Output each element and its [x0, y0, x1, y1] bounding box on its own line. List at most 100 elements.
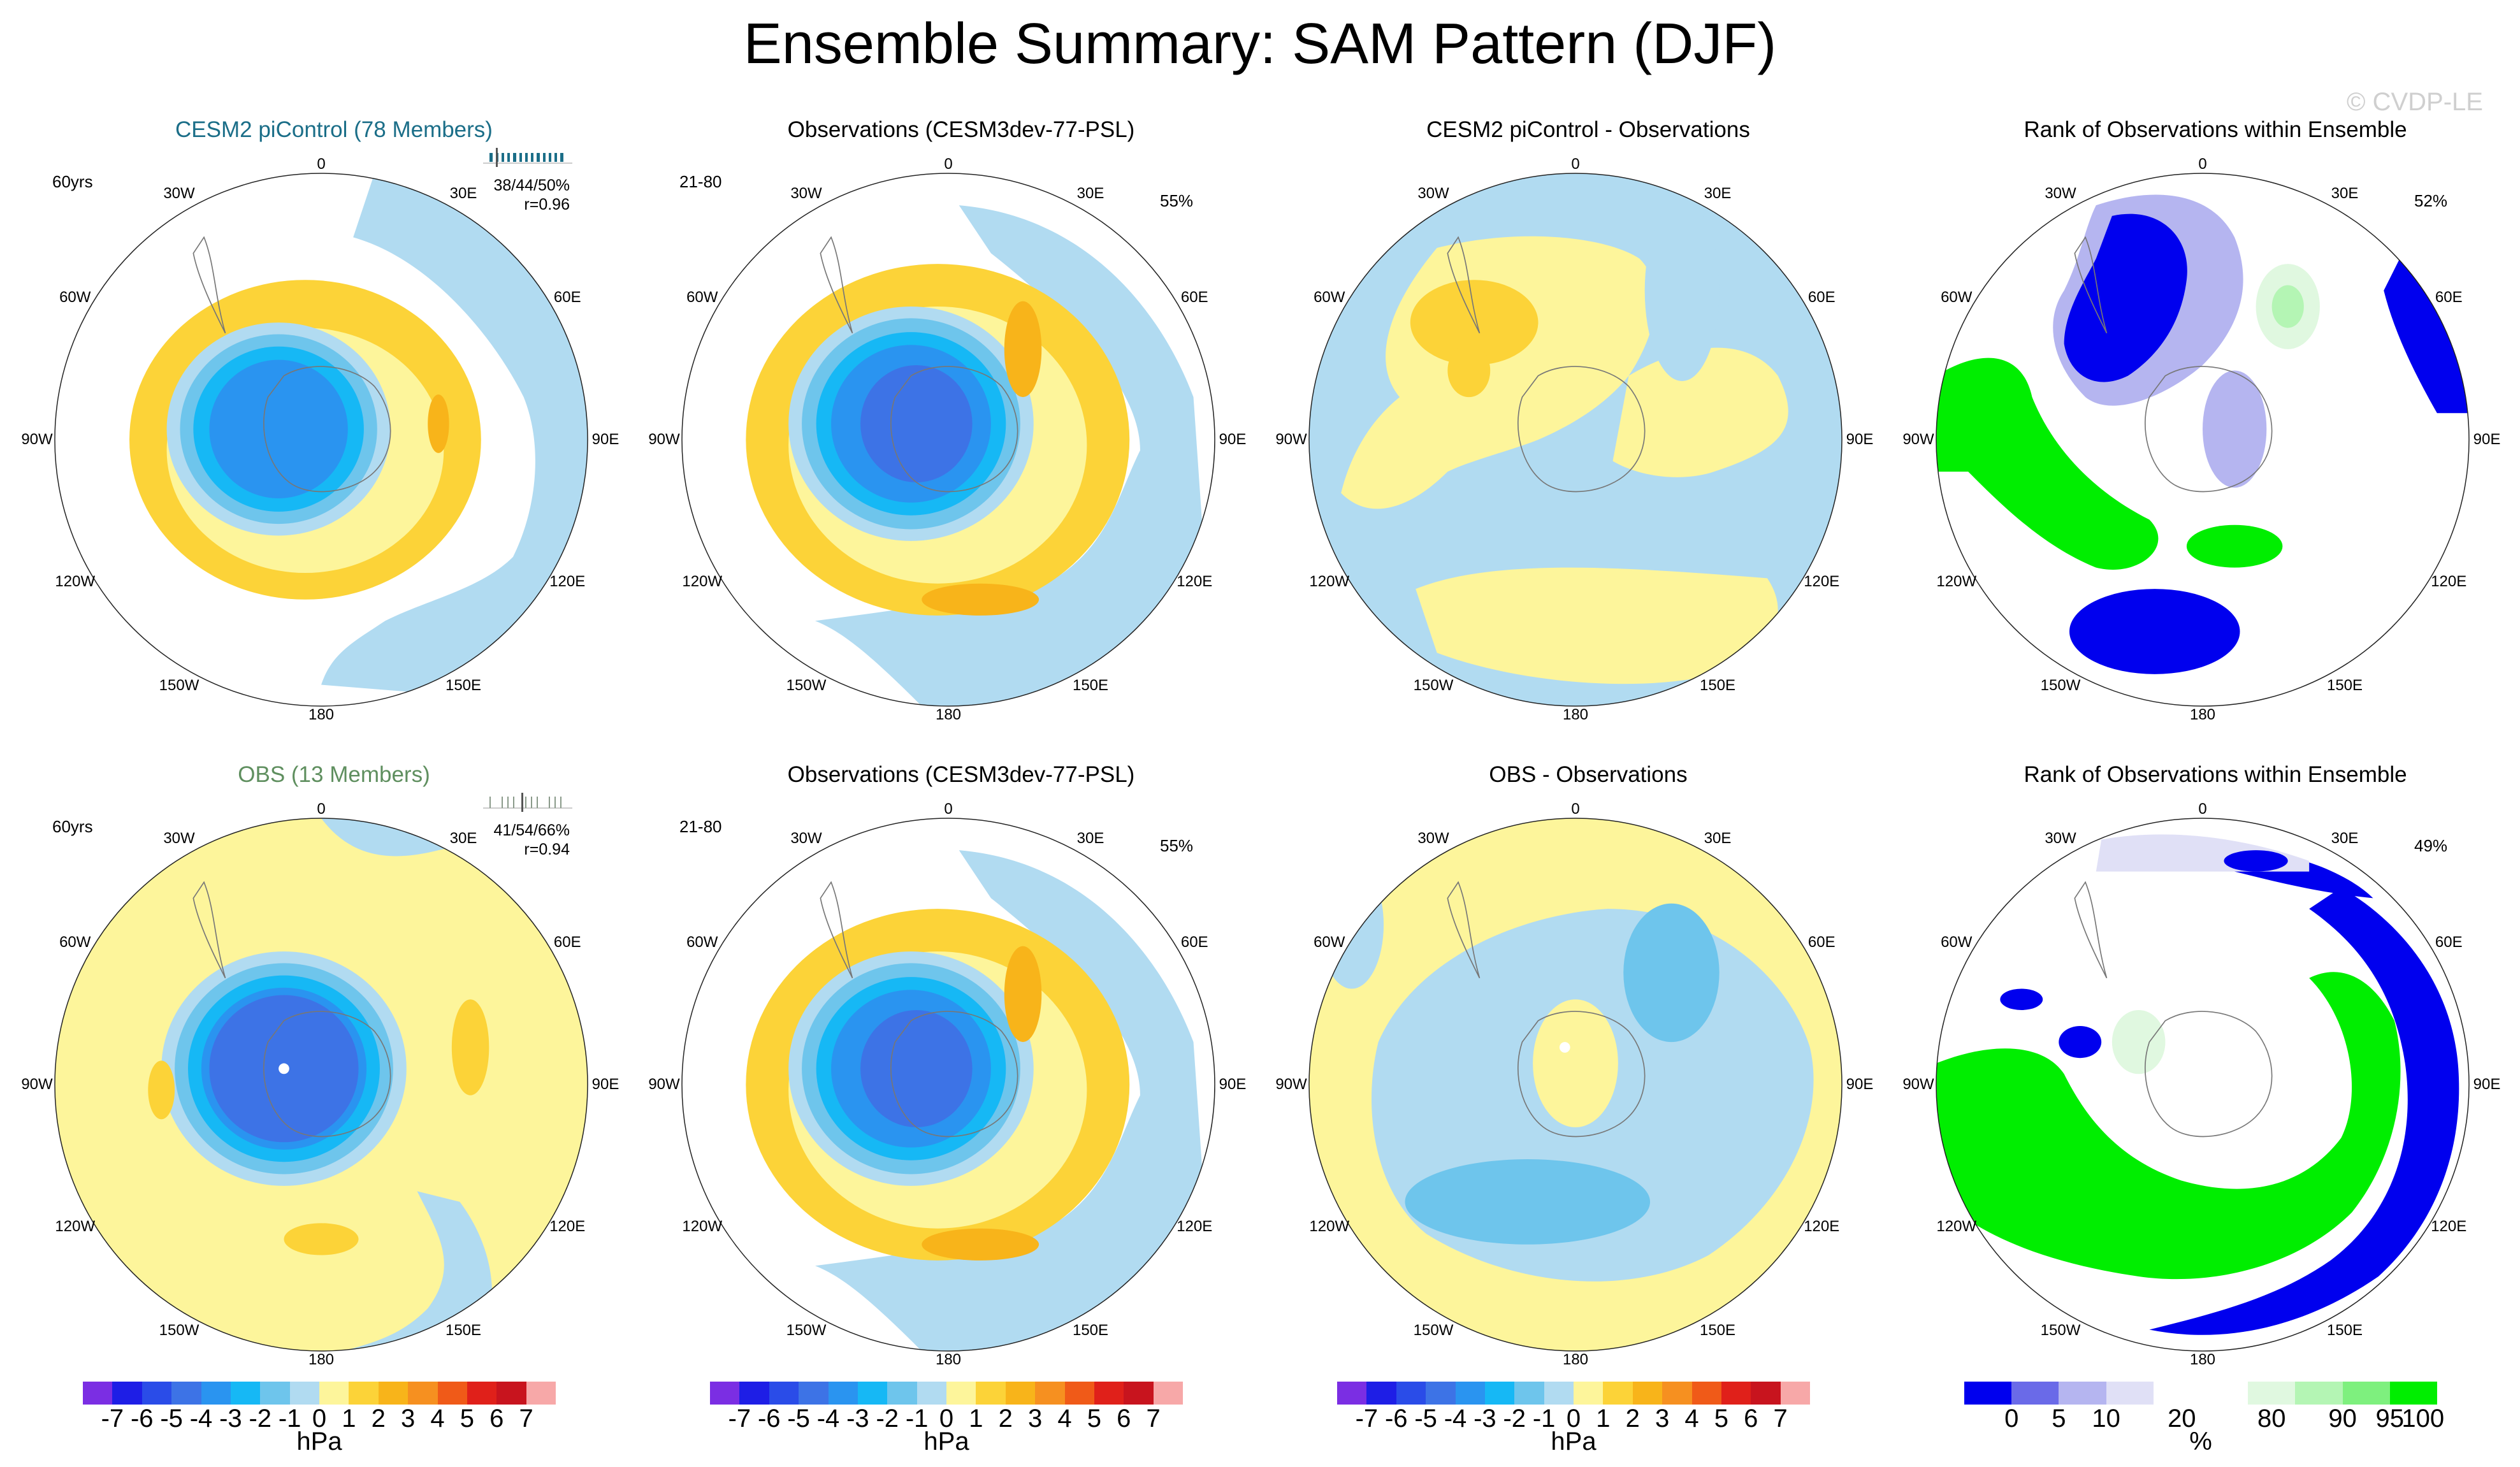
colorbar-tick-label: -2: [1503, 1405, 1526, 1433]
longitude-label: 90W: [21, 1076, 53, 1093]
longitude-label: 30W: [790, 184, 822, 202]
colorbar-tick-label: -5: [787, 1405, 810, 1433]
colorbar-swatch: [799, 1382, 829, 1405]
colorbar-swatch: [378, 1382, 409, 1405]
longitude-label: 120E: [1177, 1218, 1213, 1235]
longitude-label: 180: [1562, 706, 1589, 723]
contour-region: [428, 394, 449, 453]
contour-region: [2064, 213, 2187, 382]
colorbar-swatch: [289, 1382, 319, 1405]
colorbar-tick-label: 3: [401, 1405, 416, 1433]
colorbar-tick-label: 6: [1744, 1405, 1758, 1433]
colorbar-tick-label: 20: [2168, 1405, 2196, 1433]
longitude-label: 0: [1571, 800, 1580, 818]
colorbar-tick-label: 90: [2328, 1405, 2357, 1433]
longitude-label: 120E: [1804, 573, 1840, 590]
colorbar-tick-label: 2: [1625, 1405, 1640, 1433]
contour-region: [1447, 343, 1491, 398]
colorbar-tick-label: 5: [2052, 1405, 2066, 1433]
contour-region: [1405, 1159, 1651, 1245]
contour-region: [209, 359, 348, 498]
colorbar-tick-label: 3: [1028, 1405, 1043, 1433]
colorbar-swatch: [1691, 1382, 1721, 1405]
colorbar-tick-label: -1: [905, 1405, 929, 1433]
longitude-label: 180: [935, 706, 962, 723]
longitude-label: 90W: [1275, 1076, 1307, 1093]
colorbar-tick-label: 4: [1057, 1405, 1072, 1433]
colorbar-tick-label: -3: [846, 1405, 869, 1433]
longitude-label: 180: [308, 1351, 335, 1368]
colorbar-tick-label: 7: [1773, 1405, 1788, 1433]
polar-map: [1936, 173, 2470, 707]
colorbar-swatch: [437, 1382, 467, 1405]
colorbar-swatch: [1124, 1382, 1154, 1405]
pattern-stat-percent: 41/54/66%: [493, 821, 570, 839]
longitude-label: 150E: [1072, 677, 1109, 695]
longitude-label: 90W: [1902, 1076, 1934, 1093]
colorbar-tick-label: -1: [1532, 1405, 1556, 1433]
colorbar-swatch: [171, 1382, 201, 1405]
colorbar-tick-label: 1: [969, 1405, 983, 1433]
colorbar-swatch: [1964, 1382, 2012, 1405]
ensemble-spread-bar: [483, 148, 572, 167]
longitude-label: 120E: [2431, 573, 2467, 590]
colorbar-swatch: [1632, 1382, 1663, 1405]
colorbar-swatch: [2011, 1382, 2059, 1405]
period-label: 60yrs: [52, 172, 93, 191]
colorbar-swatch: [1426, 1382, 1456, 1405]
colorbar-swatch: [1035, 1382, 1065, 1405]
colorbar-swatch: [710, 1382, 740, 1405]
longitude-label: 0: [317, 155, 326, 173]
colorbar-swatch: [1780, 1382, 1810, 1405]
colorbar-tick-label: 80: [2257, 1405, 2286, 1433]
longitude-label: 150E: [1072, 1322, 1109, 1340]
colorbar-swatch: [1544, 1382, 1574, 1405]
polar-map: [54, 818, 588, 1352]
longitude-label: 60W: [686, 934, 718, 951]
colorbar-swatch: [2106, 1382, 2154, 1405]
longitude-label: 60E: [553, 934, 581, 951]
longitude-label: 60W: [1314, 934, 1345, 951]
longitude-label: 60E: [2435, 289, 2463, 306]
polar-map: [1308, 173, 1843, 707]
colorbar-ticks: -7 -6 -5 -4 -3 -2 -1 0 1 2 3 4 5 6 7: [1337, 1405, 1810, 1436]
colorbar-tick-label: -2: [249, 1405, 272, 1433]
longitude-label: 120W: [1936, 1218, 1977, 1235]
longitude-label: 60W: [59, 289, 91, 306]
longitude-label: 120W: [55, 573, 96, 590]
map-border: [1936, 173, 2470, 707]
colorbar-tick-label: 4: [1684, 1405, 1699, 1433]
contour-region: [1644, 199, 1720, 382]
hpa-colorbar: [83, 1382, 556, 1405]
colorbar-swatch: [2295, 1382, 2343, 1405]
colorbar-swatch: [1094, 1382, 1124, 1405]
longitude-label: 60W: [1314, 289, 1345, 306]
contour-region: [1559, 1042, 1570, 1053]
longitude-label: 30W: [790, 829, 822, 847]
longitude-label: 180: [2189, 1351, 2216, 1368]
colorbar-swatch: [1153, 1382, 1183, 1405]
colorbar-swatch: [83, 1382, 113, 1405]
contour-region: [2111, 1009, 2166, 1074]
contour-region: [2203, 370, 2267, 488]
colorbar-swatch: [319, 1382, 349, 1405]
longitude-label: 30W: [2045, 184, 2076, 202]
contour-region: [1936, 358, 2159, 570]
longitude-label: 30W: [1417, 184, 1449, 202]
longitude-label: 120W: [55, 1218, 96, 1235]
longitude-label: 30E: [1704, 829, 1732, 847]
contour-region: [1623, 903, 1720, 1043]
colorbar-swatch: [260, 1382, 290, 1405]
longitude-label: 150W: [786, 1322, 827, 1340]
rank-colorbar: [1964, 1382, 2438, 1405]
colorbar-unit: hPa: [923, 1427, 969, 1456]
colorbar-swatch: [1337, 1382, 1367, 1405]
longitude-label: 90W: [648, 1076, 680, 1093]
map-border: [54, 818, 588, 1352]
colorbar-swatch: [769, 1382, 799, 1405]
map-border: [681, 818, 1215, 1352]
contour-region: [2000, 988, 2043, 1010]
contour-region: [815, 850, 1215, 1351]
colorbar-tick-label: 10: [2092, 1405, 2120, 1433]
longitude-label: 150W: [2040, 1322, 2081, 1340]
